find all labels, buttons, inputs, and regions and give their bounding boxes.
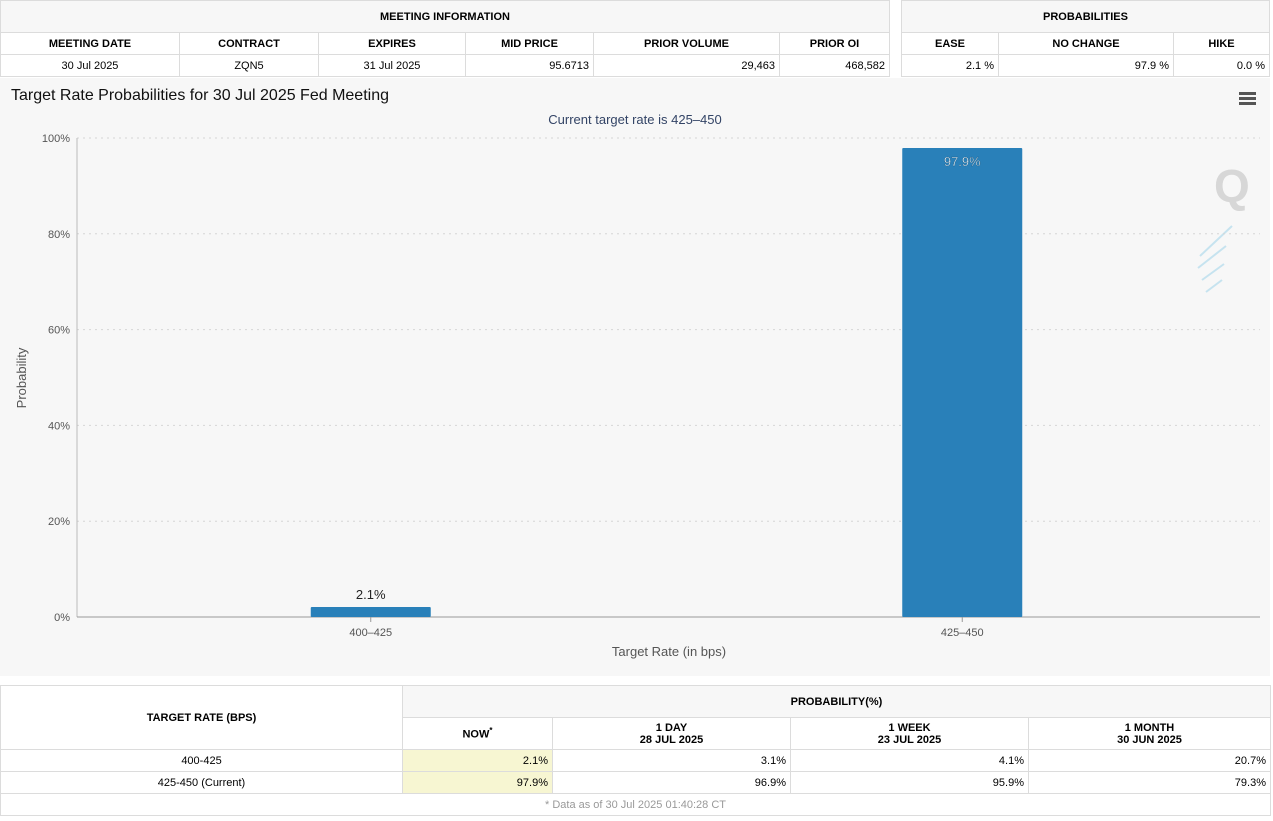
value-mid-price: 95.6713 bbox=[465, 54, 594, 77]
meeting-header-row: MEETING DATE CONTRACT EXPIRES MID PRICE … bbox=[0, 32, 890, 55]
header-contract: CONTRACT bbox=[179, 32, 319, 55]
y-tick-label: 100% bbox=[42, 133, 70, 145]
row-rate-425-450: 425-450 (Current) bbox=[0, 771, 403, 794]
table-row: 425-450 (Current) 97.9% 96.9% 95.9% 79.3… bbox=[0, 771, 1271, 794]
value-hike: 0.0 % bbox=[1173, 54, 1270, 77]
hamburger-menu-icon[interactable] bbox=[1239, 92, 1256, 106]
row-rate-400-425: 400-425 bbox=[0, 749, 403, 772]
header-target-rate: TARGET RATE (BPS) bbox=[0, 685, 403, 750]
header-prior-oi: PRIOR OI bbox=[779, 32, 890, 55]
bar-2 bbox=[902, 148, 1023, 617]
meeting-value-row: 30 Jul 2025 ZQN5 31 Jul 2025 95.6713 29,… bbox=[0, 54, 890, 77]
x-tick-label: 425–450 bbox=[941, 627, 984, 639]
y-tick-label: 80% bbox=[48, 229, 70, 241]
header-1-day: 1 DAY 28 JUL 2025 bbox=[552, 717, 791, 750]
probabilities-header-row: EASE NO CHANGE HIKE bbox=[901, 32, 1270, 55]
y-tick-label: 40% bbox=[48, 420, 70, 432]
header-hike: HIKE bbox=[1173, 32, 1270, 55]
header-1-month-label: 1 MONTH bbox=[1124, 721, 1175, 734]
x-axis-title: Target Rate (in bps) bbox=[612, 644, 726, 659]
row-400-425-1-month: 20.7% bbox=[1028, 749, 1271, 772]
data-timestamp-footnote: * Data as of 30 Jul 2025 01:40:28 CT bbox=[0, 793, 1271, 816]
header-mid-price: MID PRICE bbox=[465, 32, 594, 55]
header-1-day-label: 1 DAY bbox=[655, 721, 688, 734]
bar-1 bbox=[310, 606, 431, 617]
data-label: 2.1% bbox=[356, 587, 386, 602]
header-1-month: 1 MONTH 30 JUN 2025 bbox=[1028, 717, 1271, 750]
header-meeting-date: MEETING DATE bbox=[0, 32, 180, 55]
header-1-day-date: 28 JUL 2025 bbox=[639, 733, 704, 746]
header-prior-volume: PRIOR VOLUME bbox=[593, 32, 780, 55]
y-tick-label: 20% bbox=[48, 516, 70, 528]
probability-bar-chart: Q 0% 20% 40% 60% 80% 100% 400–425 2.1% 425–450 97… bbox=[14, 112, 1260, 659]
value-meeting-date: 30 Jul 2025 bbox=[0, 54, 180, 77]
quikstrike-logo-icon: Q bbox=[1197, 160, 1250, 293]
chart-subtitle: Current target rate is 425–450 bbox=[548, 112, 721, 127]
header-now-mark: * bbox=[489, 726, 493, 736]
chart-area: Q 0% 20% 40% 60% 80% 100% 400–425 2.1% 425–450 97… bbox=[0, 78, 1270, 676]
header-no-change: NO CHANGE bbox=[998, 32, 1174, 55]
row-425-450-1-day: 96.9% bbox=[552, 771, 791, 794]
header-1-week: 1 WEEK 23 JUL 2025 bbox=[790, 717, 1029, 750]
header-now: NOW* bbox=[402, 717, 553, 750]
header-1-month-date: 30 JUN 2025 bbox=[1117, 733, 1182, 746]
y-tick-label: 0% bbox=[54, 612, 70, 624]
chart-title: Target Rate Probabilities for 30 Jul 202… bbox=[11, 87, 389, 104]
row-400-425-now: 2.1% bbox=[402, 749, 553, 772]
table-row: 400-425 2.1% 3.1% 4.1% 20.7% bbox=[0, 749, 1271, 772]
data-label: 97.9% bbox=[944, 154, 981, 169]
probabilities-value-row: 2.1 % 97.9 % 0.0 % bbox=[901, 54, 1270, 77]
header-1-week-date: 23 JUL 2025 bbox=[877, 733, 942, 746]
value-prior-volume: 29,463 bbox=[593, 54, 780, 77]
row-400-425-1-day: 3.1% bbox=[552, 749, 791, 772]
row-400-425-1-week: 4.1% bbox=[790, 749, 1029, 772]
svg-text:Q: Q bbox=[1214, 160, 1250, 212]
probabilities-table: PROBABILITIES EASE NO CHANGE HIKE 2.1 % … bbox=[901, 0, 1270, 77]
header-expires: EXPIRES bbox=[318, 32, 466, 55]
header-1-week-label: 1 WEEK bbox=[888, 721, 931, 734]
probabilities-title: PROBABILITIES bbox=[901, 0, 1270, 33]
meeting-information-title: MEETING INFORMATION bbox=[0, 0, 890, 33]
value-contract: ZQN5 bbox=[179, 54, 319, 77]
value-no-change: 97.9 % bbox=[998, 54, 1174, 77]
x-tick-label: 400–425 bbox=[349, 627, 392, 639]
meeting-information-table: MEETING INFORMATION MEETING DATE CONTRAC… bbox=[0, 0, 890, 77]
header-now-label: NOW bbox=[462, 728, 490, 741]
value-expires: 31 Jul 2025 bbox=[318, 54, 466, 77]
value-prior-oi: 468,582 bbox=[779, 54, 890, 77]
header-ease: EASE bbox=[901, 32, 999, 55]
value-ease: 2.1 % bbox=[901, 54, 999, 77]
y-tick-label: 60% bbox=[48, 325, 70, 337]
header-probability: PROBABILITY(%) bbox=[402, 685, 1271, 718]
row-425-450-1-week: 95.9% bbox=[790, 771, 1029, 794]
probability-history-table: TARGET RATE (BPS) PROBABILITY(%) NOW* 1 … bbox=[0, 685, 1271, 816]
row-425-450-1-month: 79.3% bbox=[1028, 771, 1271, 794]
row-425-450-now: 97.9% bbox=[402, 771, 553, 794]
y-axis-title: Probability bbox=[14, 347, 29, 408]
